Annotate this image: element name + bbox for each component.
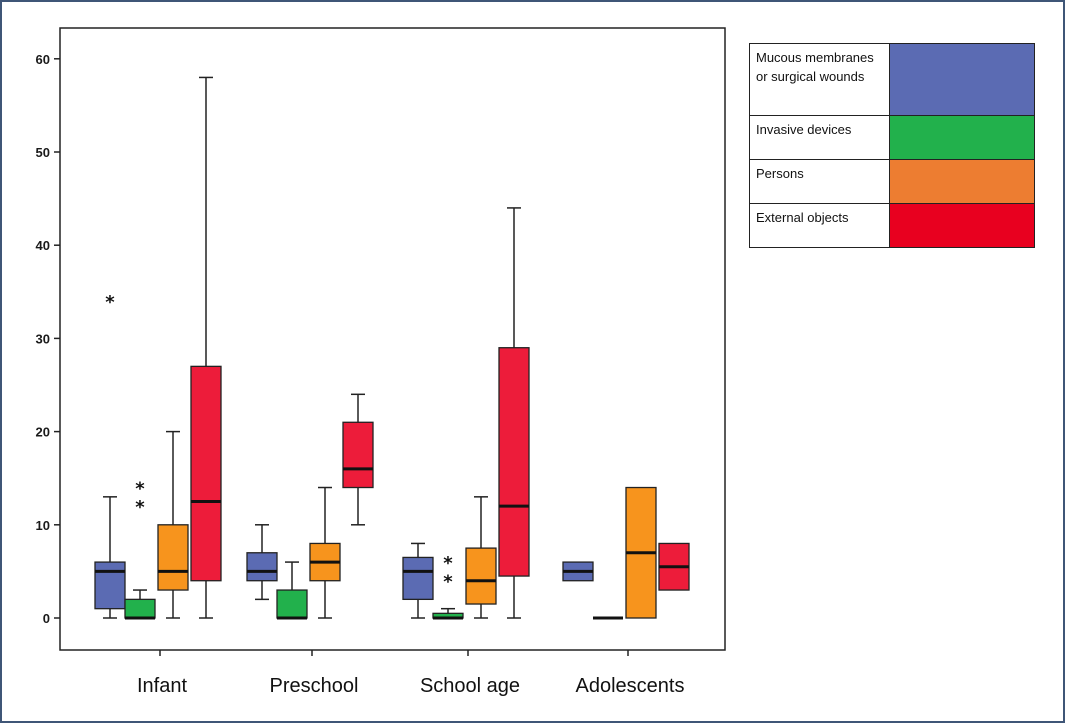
legend-label: Mucous membranes or surgical wounds	[749, 43, 890, 116]
box	[94, 561, 126, 610]
outlier-marker: *	[443, 572, 453, 593]
y-tick-label: 30	[36, 331, 50, 346]
box	[124, 598, 156, 619]
legend: Mucous membranes or surgical wounds Inva…	[749, 43, 1035, 248]
outlier-marker: *	[135, 497, 145, 518]
legend-label: Persons	[749, 159, 890, 204]
legend-row: Persons	[749, 159, 1035, 204]
box	[246, 552, 278, 582]
x-tick-label: Preschool	[270, 675, 359, 697]
legend-row: External objects	[749, 203, 1035, 248]
y-tick-label: 60	[36, 52, 50, 67]
y-tick-label: 40	[36, 238, 50, 253]
box	[157, 524, 189, 591]
y-tick-label: 10	[36, 518, 50, 533]
legend-swatch	[889, 43, 1035, 116]
y-tick-label: 20	[36, 425, 50, 440]
x-tick-label: Infant	[137, 675, 187, 697]
legend-row: Mucous membranes or surgical wounds	[749, 43, 1035, 116]
outlier-marker: *	[105, 292, 115, 313]
y-tick-label: 0	[43, 611, 50, 626]
box	[465, 547, 497, 605]
legend-row: Invasive devices	[749, 115, 1035, 160]
legend-label: Invasive devices	[749, 115, 890, 160]
legend-swatch	[889, 203, 1035, 248]
box	[276, 589, 308, 619]
legend-label: External objects	[749, 203, 890, 248]
x-tick-label: Adolescents	[576, 675, 685, 697]
box	[402, 556, 434, 601]
outlier-marker: *	[135, 479, 145, 500]
legend-swatch	[889, 115, 1035, 160]
x-tick-label: School age	[420, 675, 520, 697]
box	[190, 365, 222, 582]
box	[342, 421, 374, 489]
legend-swatch	[889, 159, 1035, 204]
outlier-marker: *	[443, 553, 453, 574]
y-tick-label: 50	[36, 145, 50, 160]
box	[498, 347, 530, 577]
